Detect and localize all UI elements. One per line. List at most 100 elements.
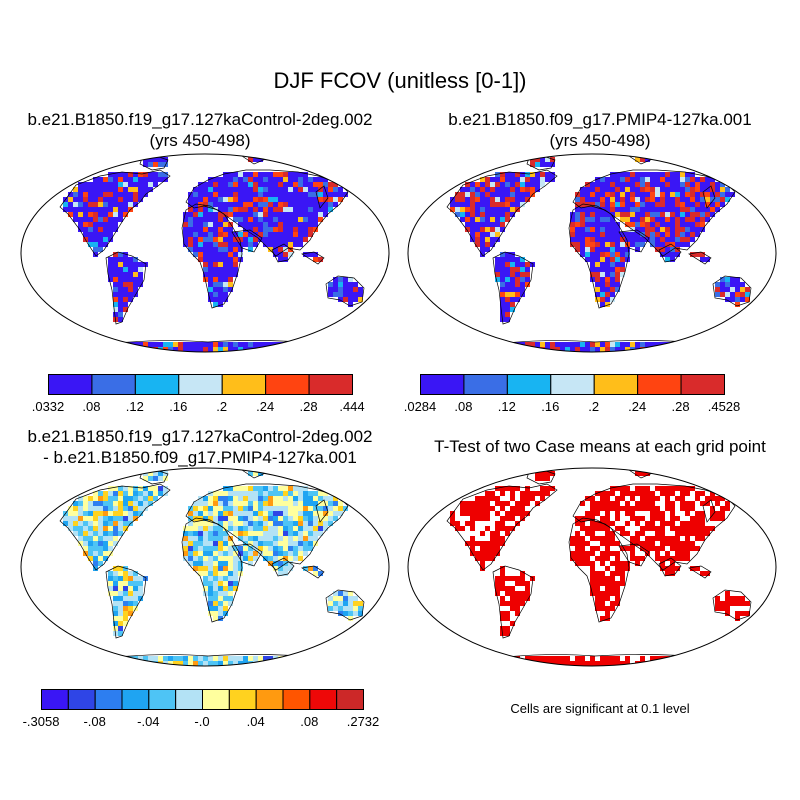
map-cell — [218, 606, 223, 611]
map-cell — [590, 521, 595, 526]
map-cell — [213, 546, 218, 551]
map-cell — [348, 616, 353, 621]
map-cell — [258, 551, 263, 556]
map-cell — [98, 232, 103, 237]
map-cell — [273, 242, 278, 247]
map-cell — [600, 561, 605, 566]
map-cell — [203, 506, 208, 511]
map-cell — [685, 227, 690, 232]
map-cell — [113, 267, 118, 272]
map-cell — [515, 182, 520, 187]
map-cell — [88, 227, 93, 232]
map-cell — [228, 212, 233, 217]
map-cell — [605, 506, 610, 511]
map-cell — [505, 342, 510, 347]
map-cell — [515, 661, 520, 666]
map-cell — [283, 232, 288, 237]
map-cell — [495, 227, 500, 232]
map-cell — [635, 192, 640, 197]
map-cell — [98, 217, 103, 222]
map-cell — [645, 207, 650, 212]
map-cell — [540, 491, 545, 496]
map-cell — [600, 282, 605, 287]
map-cell — [645, 501, 650, 506]
map-cell — [93, 536, 98, 541]
map-cell — [500, 302, 505, 307]
map-cell — [590, 661, 595, 666]
map-cell — [258, 521, 263, 526]
map-cell — [263, 212, 268, 217]
map-cell — [515, 172, 520, 177]
map-cell — [595, 272, 600, 277]
map-cell — [695, 347, 700, 352]
map-cell — [595, 586, 600, 591]
map-cell — [273, 566, 278, 571]
map-cell — [590, 581, 595, 586]
map-cell — [93, 656, 98, 661]
map-cell — [318, 257, 323, 262]
map-cell — [685, 177, 690, 182]
map-cell — [585, 217, 590, 222]
map-cell — [515, 511, 520, 516]
map-cell — [128, 511, 133, 516]
map-cell — [675, 546, 680, 551]
map-cell — [343, 282, 348, 287]
map-cell — [580, 561, 585, 566]
colorbar-swatch — [463, 374, 508, 395]
map-cell — [298, 486, 303, 491]
map-cell — [98, 506, 103, 511]
map-cell — [675, 252, 680, 257]
map-cell — [298, 172, 303, 177]
map-cell — [650, 232, 655, 237]
map-cell — [263, 227, 268, 232]
map-cell — [525, 591, 530, 596]
map-cell — [680, 202, 685, 207]
map-cell — [520, 511, 525, 516]
map-cell — [715, 496, 720, 501]
map-cell — [650, 227, 655, 232]
map-cell — [303, 187, 308, 192]
map-cell — [505, 172, 510, 177]
map-cell — [700, 511, 705, 516]
map-cell — [318, 202, 323, 207]
map-cell — [575, 202, 580, 207]
map-cell — [348, 611, 353, 616]
map-cell — [108, 661, 113, 666]
map-cell — [223, 212, 228, 217]
map-cell — [505, 526, 510, 531]
map-cell — [268, 561, 273, 566]
map-cell — [208, 526, 213, 531]
map-cell — [193, 212, 198, 217]
map-cell — [575, 237, 580, 242]
map-cell — [595, 242, 600, 247]
map-cell — [610, 581, 615, 586]
map-cell — [253, 496, 258, 501]
map-cell — [243, 531, 248, 536]
map-cell — [505, 252, 510, 257]
map-cell — [605, 556, 610, 561]
map-cell — [690, 521, 695, 526]
map-cell — [620, 177, 625, 182]
map-cell — [520, 172, 525, 177]
map-cell — [660, 521, 665, 526]
map-cell — [253, 501, 258, 506]
map-cell — [510, 486, 515, 491]
map-cell — [615, 272, 620, 277]
map-cell — [555, 342, 560, 347]
map-cell — [183, 347, 188, 352]
map-cell — [158, 656, 163, 661]
map-cell — [83, 546, 88, 551]
map-cell — [645, 222, 650, 227]
map-cell — [188, 531, 193, 536]
map-cell — [700, 177, 705, 182]
colorbar-swatch — [637, 374, 682, 395]
map-cell — [460, 506, 465, 511]
map-cell — [575, 347, 580, 352]
map-cell — [93, 217, 98, 222]
map-cell — [715, 601, 720, 606]
map-cell — [530, 262, 535, 267]
map-cell — [520, 277, 525, 282]
map-cell — [128, 601, 133, 606]
map-cell — [93, 347, 98, 352]
map-cell — [203, 347, 208, 352]
